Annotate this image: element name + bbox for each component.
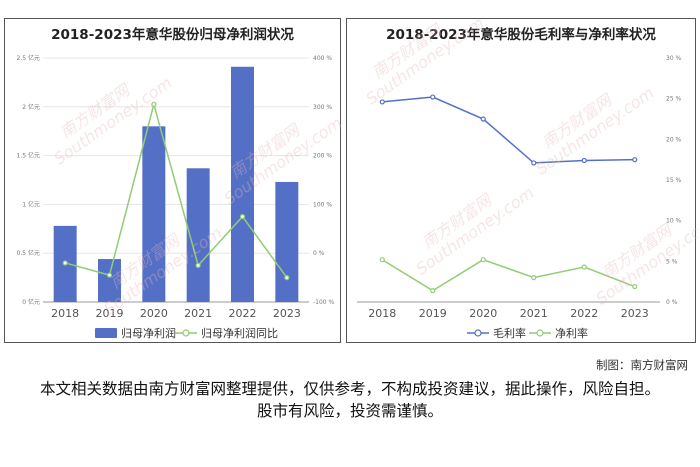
profit-chart: 0 亿元 0.5 亿元 1 亿元 1.5 亿元 2 亿元 2.5 亿元 -100 % 0 % 1… [17, 54, 342, 340]
y-right-tick-label: 30 % [666, 55, 682, 62]
net-margin-point [430, 288, 436, 294]
legend-swatch-bar [95, 328, 117, 338]
net-margin-point [480, 257, 486, 263]
x-tick-label: 2022 [570, 307, 598, 320]
legend-swatch-point [182, 329, 190, 337]
margin-chart-title: 2018-2023年意华股份毛利率与净利率状况 [386, 27, 656, 43]
y-left-tick-label: 1.5 亿元 [17, 152, 40, 160]
y-right-tick-label: 0 % [313, 250, 325, 257]
x-tick-label: 2018 [368, 307, 396, 320]
x-tick-label: 2022 [229, 307, 257, 320]
margin-chart: 0 % 5 % 10 % 15 % 20 % 25 % 30 % 2018 2019 2020 20… [357, 19, 697, 340]
yoy-point [151, 101, 157, 107]
profit-bar [98, 259, 121, 302]
net-margin-point [379, 257, 385, 263]
y-left-tick-label: 0.5 亿元 [17, 249, 40, 257]
y-right-tick-label: 25 % [666, 96, 682, 103]
profit-bar [142, 126, 166, 302]
y-left-tick-label: 2 亿元 [22, 103, 40, 111]
gross-margin-point [480, 116, 486, 122]
x-tick-label: 2020 [469, 307, 497, 320]
margin-chart-panel: 2018-2023年意华股份毛利率与净利率状况 0 % 5 % 10 % 15 % 20… [346, 18, 697, 343]
y-right-tick-label: 20 % [666, 136, 682, 143]
net-margin-point [581, 264, 587, 270]
y-right-tick-label: 0 % [666, 299, 678, 306]
profit-bar [186, 168, 210, 302]
x-tick-label: 2018 [51, 307, 79, 320]
legend-label: 毛利率 [493, 326, 526, 340]
profit-chart-panel: 2018-2023年意华股份归母净利润状况 0 亿元 0.5 亿元 1 亿元 1.5 … [4, 18, 342, 343]
y-right-tick-label: -100 % [313, 299, 335, 306]
y-right-tick-label: 100 % [313, 201, 332, 208]
x-tick-label: 2019 [96, 307, 124, 320]
gross-margin-line [382, 96, 635, 164]
legend-swatch-point [474, 329, 482, 337]
x-tick-label: 2021 [184, 307, 212, 320]
gross-margin-point [379, 99, 385, 105]
profit-bar [275, 181, 299, 302]
chart-credit: 制图：南方财富网 [596, 358, 688, 372]
gross-margin-point [430, 94, 436, 100]
y-left-tick-label: 0 亿元 [22, 298, 40, 306]
gross-margin-point [581, 157, 587, 164]
net-margin-line [381, 258, 636, 292]
yoy-point [195, 262, 201, 268]
legend-label: 归母净利润同比 [201, 326, 278, 340]
x-tick-label: 2023 [273, 307, 301, 320]
legend-label: 归母净利润 [121, 326, 176, 340]
x-tick-label: 2020 [140, 307, 168, 320]
y-right-tick-label: 5 % [666, 258, 678, 265]
y-left-tick-label: 1 亿元 [22, 200, 40, 208]
y-right-tick-label: 10 % [666, 218, 682, 225]
y-right-tick-label: 200 % [313, 153, 332, 160]
yoy-point [106, 272, 113, 278]
profit-chart-title: 2018-2023年意华股份归母净利润状况 [51, 27, 294, 43]
yoy-point [284, 275, 290, 281]
net-margin-point [632, 283, 638, 290]
y-right-tick-label: 400 % [313, 55, 332, 62]
yoy-line [64, 101, 288, 279]
disclaimer-text: 本文相关数据由南方财富网整理提供，仅供参考，不构成投资建议，据此操作，风险自担。… [40, 380, 661, 420]
legend-swatch-point [536, 329, 544, 337]
profit-bar [231, 66, 254, 302]
gross-margin-point [531, 160, 537, 166]
yoy-point [239, 214, 246, 220]
y-left-tick-label: 2.5 亿元 [17, 54, 40, 62]
gross-margin-point [632, 157, 638, 163]
x-tick-label: 2019 [419, 307, 447, 320]
y-right-tick-label: 15 % [666, 177, 682, 184]
x-tick-label: 2023 [621, 307, 649, 320]
x-tick-label: 2021 [520, 307, 548, 320]
y-right-tick-label: 300 % [313, 104, 332, 111]
yoy-point [62, 260, 68, 266]
legend-label: 净利率 [555, 326, 588, 340]
net-margin-point [531, 275, 537, 281]
